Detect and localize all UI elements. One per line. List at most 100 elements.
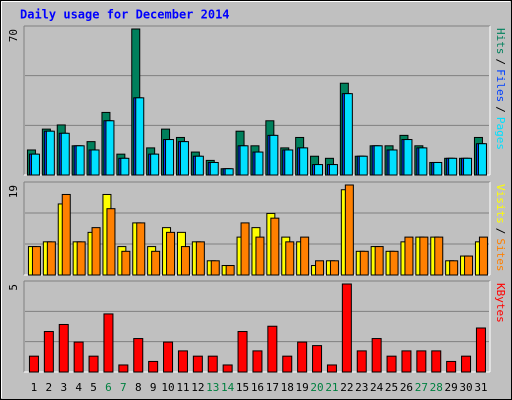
x-tick-label: 8 bbox=[135, 381, 142, 394]
bar bbox=[177, 350, 188, 373]
bar bbox=[30, 153, 40, 176]
bar bbox=[433, 161, 443, 176]
bar bbox=[374, 246, 384, 276]
bar bbox=[133, 338, 144, 373]
bar bbox=[386, 355, 397, 373]
bar bbox=[314, 164, 324, 176]
x-tick-label: 5 bbox=[90, 381, 97, 394]
bar bbox=[344, 184, 354, 276]
x-tick-label: 1 bbox=[31, 381, 38, 394]
bar bbox=[163, 341, 174, 373]
bar bbox=[195, 241, 205, 276]
legend-separator: / bbox=[494, 59, 507, 66]
legend-entry: Files bbox=[494, 69, 507, 102]
bar bbox=[284, 149, 294, 176]
bar bbox=[267, 325, 278, 373]
bar bbox=[135, 97, 145, 176]
x-tick-label: 26 bbox=[400, 381, 413, 394]
bar bbox=[404, 236, 414, 276]
bar bbox=[252, 350, 263, 373]
bar bbox=[448, 157, 458, 176]
x-tick-label: 6 bbox=[105, 381, 112, 394]
x-tick-label: 11 bbox=[176, 381, 189, 394]
bar bbox=[388, 149, 398, 176]
x-tick-label: 30 bbox=[459, 381, 472, 394]
bar bbox=[343, 93, 353, 176]
bar bbox=[179, 141, 189, 176]
bar bbox=[90, 149, 100, 176]
bar bbox=[225, 265, 235, 276]
bar bbox=[60, 132, 70, 176]
bar bbox=[418, 147, 428, 176]
x-tick-label: 13 bbox=[206, 381, 219, 394]
bar bbox=[240, 222, 250, 276]
bar bbox=[136, 222, 146, 276]
legend-entry: Hits bbox=[494, 28, 507, 55]
bar bbox=[270, 217, 280, 276]
bar bbox=[300, 236, 310, 276]
bar bbox=[150, 153, 160, 176]
x-tick-label: 31 bbox=[474, 381, 487, 394]
x-tick-label: 9 bbox=[150, 381, 157, 394]
bar bbox=[31, 246, 41, 276]
x-tick-label: 12 bbox=[191, 381, 204, 394]
bar bbox=[91, 227, 101, 276]
bar bbox=[180, 246, 190, 276]
bar bbox=[419, 236, 429, 276]
y-tick-label: 19 bbox=[7, 185, 20, 198]
y-tick-label: 70 bbox=[7, 29, 20, 42]
bar bbox=[285, 241, 295, 276]
bar bbox=[269, 134, 279, 176]
bar bbox=[118, 364, 129, 373]
bar bbox=[312, 345, 323, 373]
bar bbox=[358, 155, 368, 176]
bar bbox=[282, 355, 293, 373]
bar bbox=[401, 350, 412, 373]
bar bbox=[106, 208, 116, 276]
legend-separator: / bbox=[494, 228, 507, 235]
legend-separator: / bbox=[494, 106, 507, 113]
bar bbox=[105, 120, 115, 176]
bar bbox=[431, 350, 442, 373]
legend-entry: Sites bbox=[494, 238, 507, 271]
bar bbox=[463, 157, 473, 176]
bar bbox=[449, 260, 459, 276]
bar bbox=[120, 157, 130, 176]
bar bbox=[329, 260, 339, 276]
bar bbox=[254, 151, 264, 176]
bar bbox=[103, 313, 114, 373]
bar bbox=[389, 250, 399, 276]
x-tick-label: 25 bbox=[385, 381, 398, 394]
bar bbox=[237, 331, 248, 373]
x-tick-label: 3 bbox=[60, 381, 67, 394]
bar bbox=[76, 241, 86, 276]
bar bbox=[478, 236, 488, 276]
x-tick-label: 19 bbox=[296, 381, 309, 394]
bar bbox=[165, 139, 175, 176]
bar bbox=[192, 355, 203, 373]
bar bbox=[255, 236, 265, 276]
bar bbox=[475, 327, 486, 373]
legend-entry: KBytes bbox=[494, 283, 507, 323]
x-tick-label: 17 bbox=[266, 381, 279, 394]
bar bbox=[341, 283, 352, 373]
bar bbox=[224, 168, 234, 176]
x-tick-label: 20 bbox=[310, 381, 323, 394]
bar bbox=[328, 164, 338, 176]
bar bbox=[222, 364, 233, 373]
x-tick-label: 24 bbox=[370, 381, 384, 394]
x-tick-label: 7 bbox=[120, 381, 127, 394]
bar bbox=[464, 255, 474, 276]
bar bbox=[209, 161, 219, 176]
bar bbox=[121, 250, 131, 276]
bar bbox=[461, 355, 472, 373]
x-tick-label: 27 bbox=[415, 381, 428, 394]
bar bbox=[151, 250, 161, 276]
bar bbox=[371, 338, 382, 373]
bar bbox=[326, 364, 337, 373]
chart-title: Daily usage for December 2014 bbox=[20, 8, 230, 22]
bar bbox=[315, 260, 325, 276]
bar bbox=[28, 355, 39, 373]
